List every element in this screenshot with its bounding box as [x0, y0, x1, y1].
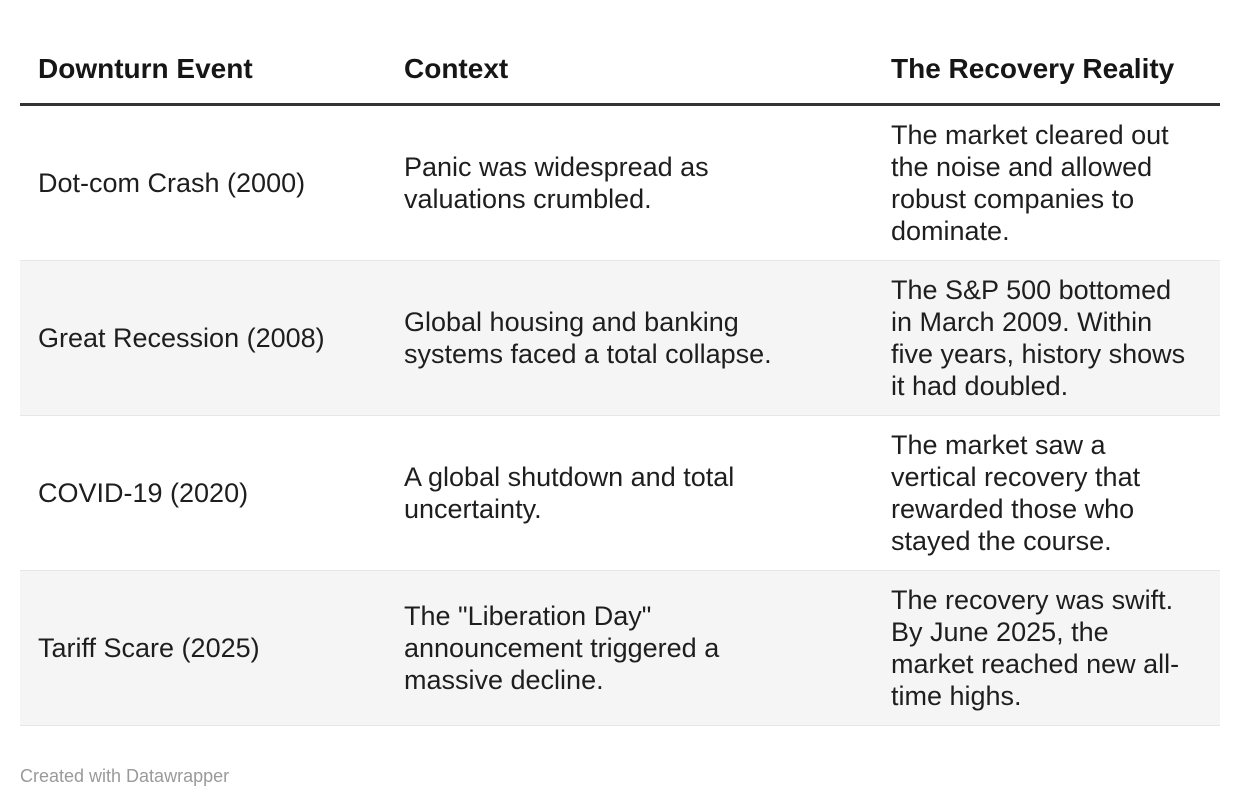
column-header-recovery-reality: The Recovery Reality [873, 30, 1220, 106]
column-header-downturn-event: Downturn Event [20, 30, 386, 106]
downturn-events-table: Downturn Event Context The Recovery Real… [20, 30, 1220, 726]
table-row: Tariff Scare (2025) The "Liberation Day"… [20, 570, 1220, 726]
event-cell: Tariff Scare (2025) [20, 570, 386, 726]
event-cell: Great Recession (2008) [20, 260, 386, 416]
recovery-cell: The recovery was swift. By June 2025, th… [873, 570, 1220, 726]
table-row: Great Recession (2008) Global housing an… [20, 260, 1220, 416]
attribution-text: Created with Datawrapper [20, 766, 230, 786]
header-row: Downturn Event Context The Recovery Real… [20, 30, 1220, 106]
table-header: Downturn Event Context The Recovery Real… [20, 30, 1220, 106]
table-row: COVID-19 (2020) A global shutdown and to… [20, 415, 1220, 571]
context-cell: The "Liberation Day" announcement trigge… [386, 570, 873, 726]
recovery-cell: The market saw a vertical recovery that … [873, 415, 1220, 571]
context-cell: Global housing and banking systems faced… [386, 260, 873, 416]
table-body: Dot-com Crash (2000) Panic was widesprea… [20, 104, 1220, 726]
event-cell: COVID-19 (2020) [20, 415, 386, 571]
event-cell: Dot-com Crash (2000) [20, 104, 386, 261]
table-row: Dot-com Crash (2000) Panic was widesprea… [20, 104, 1220, 261]
datawrapper-table-chart: Downturn Event Context The Recovery Real… [20, 30, 1220, 726]
recovery-cell: The S&P 500 bottomed in March 2009. With… [873, 260, 1220, 416]
recovery-cell: The market cleared out the noise and all… [873, 104, 1220, 261]
context-cell: Panic was widespread as valuations crumb… [386, 104, 873, 261]
column-header-context: Context [386, 30, 873, 106]
context-cell: A global shutdown and total uncertainty. [386, 415, 873, 571]
